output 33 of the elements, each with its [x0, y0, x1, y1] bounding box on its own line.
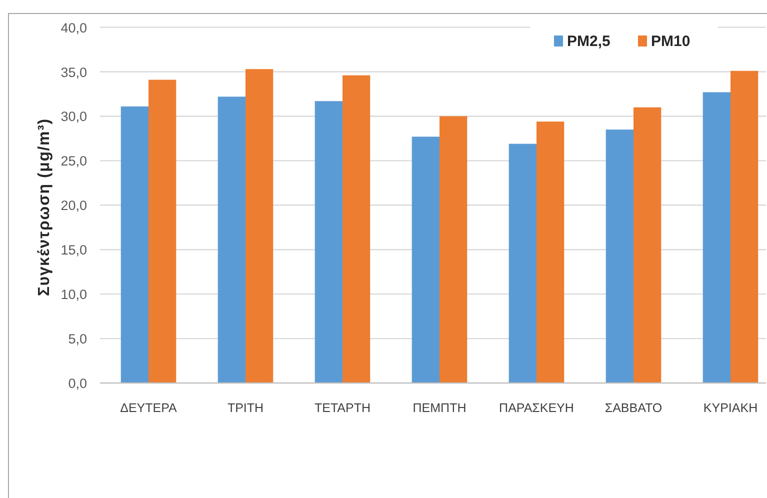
bar — [246, 69, 274, 383]
y-tick-label: 10,0 — [60, 286, 87, 302]
y-tick-label: 35,0 — [60, 64, 87, 80]
bar — [218, 96, 246, 383]
y-axis-title: Συγκέντρωση (μg/m³) — [36, 118, 52, 296]
bar — [314, 101, 342, 383]
bar — [508, 144, 536, 383]
bar — [440, 116, 468, 383]
y-tick-label: 0,0 — [68, 376, 87, 390]
bar — [342, 75, 370, 383]
x-tick-label: ΤΕΤΑΡΤΗ — [314, 401, 371, 415]
x-tick-label: ΔΕΥΤΕΡΑ — [120, 401, 178, 415]
y-tick-label: 25,0 — [60, 153, 87, 168]
legend-label: PM10 — [651, 32, 690, 50]
bar — [730, 70, 758, 383]
y-tick-label: 30,0 — [60, 108, 87, 124]
bar — [606, 130, 634, 383]
bar — [120, 106, 148, 383]
x-tick-label: ΠΑΡΑΣΚΕΥΗ — [499, 401, 574, 415]
bar — [634, 107, 662, 383]
y-tick-label: 40,0 — [60, 20, 87, 35]
y-tick-label: 20,0 — [60, 198, 87, 213]
y-tick-label: 5,0 — [68, 331, 87, 346]
x-tick-label: ΚΥΡΙΑΚΗ — [703, 401, 758, 415]
bar — [702, 92, 730, 383]
y-tick-label: 15,0 — [60, 242, 87, 258]
bar — [148, 80, 176, 383]
bar — [412, 136, 440, 383]
legend-label: PM2,5 — [567, 32, 610, 50]
x-tick-label: ΣΑΒΒΑΤΟ — [604, 401, 662, 415]
x-tick-label: ΤΡΙΤΗ — [227, 401, 264, 415]
bar — [536, 122, 564, 383]
x-tick-label: ΠΕΜΠΤΗ — [412, 401, 466, 415]
